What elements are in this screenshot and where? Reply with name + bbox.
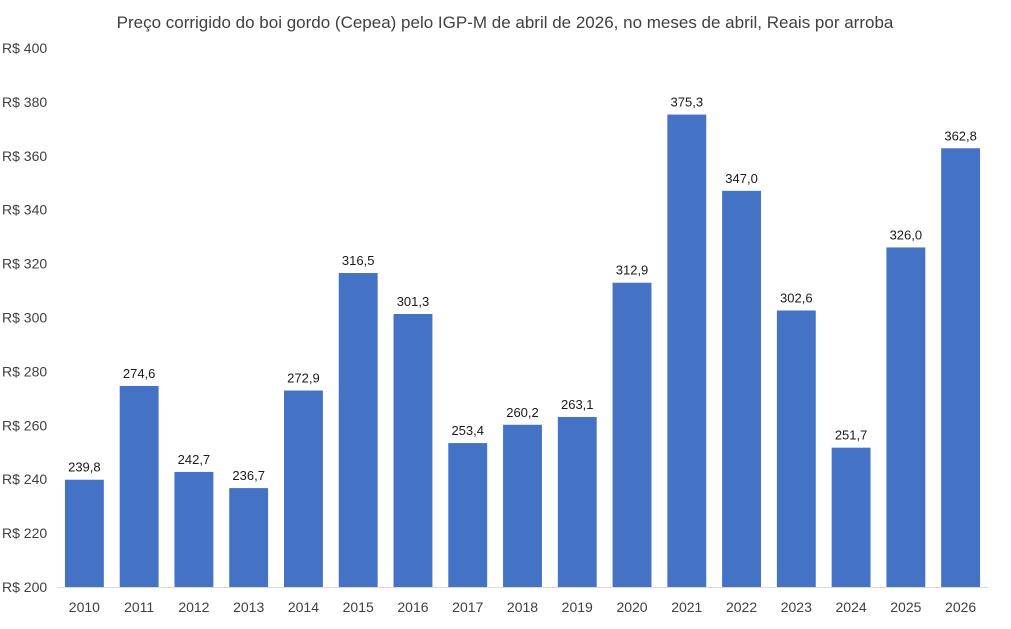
bar-2018	[503, 424, 542, 587]
bar-2015	[338, 273, 378, 587]
data-label: 239,8	[68, 460, 101, 475]
bar-2014	[283, 390, 323, 587]
x-tick-label: 2021	[671, 599, 702, 615]
x-tick-label: 2012	[178, 599, 209, 615]
bar-2019	[557, 416, 597, 587]
x-tick-label: 2025	[890, 599, 921, 615]
x-tick-label: 2015	[343, 599, 374, 615]
data-label: 242,7	[178, 452, 211, 467]
data-label: 263,1	[561, 397, 594, 412]
x-tick-label: 2022	[726, 599, 757, 615]
chart-title: Preço corrigido do boi gordo (Cepea) pel…	[117, 13, 894, 32]
bar-2016	[393, 313, 433, 587]
y-tick-label: R$ 260	[2, 417, 47, 433]
y-tick-label: R$ 340	[2, 202, 47, 218]
bar-2012	[174, 471, 214, 587]
bar-2013	[229, 488, 269, 587]
data-label: 375,3	[671, 95, 704, 110]
bar-2010	[64, 479, 104, 587]
x-tick-label: 2010	[69, 599, 100, 615]
data-label: 272,9	[287, 371, 320, 386]
data-label: 316,5	[342, 253, 375, 268]
bar-2020	[612, 282, 652, 587]
bar-2026	[941, 148, 981, 587]
bar-2022	[722, 190, 762, 587]
y-tick-label: R$ 200	[2, 579, 47, 595]
x-tick-label: 2019	[562, 599, 593, 615]
bar-2023	[776, 310, 816, 587]
x-tick-label: 2013	[233, 599, 264, 615]
bar-2025	[886, 247, 926, 587]
data-label: 274,6	[123, 366, 156, 381]
y-tick-label: R$ 220	[2, 525, 47, 541]
x-tick-label: 2024	[836, 599, 867, 615]
bar-2024	[831, 447, 871, 587]
y-tick-label: R$ 380	[2, 94, 47, 110]
bars-group	[64, 114, 981, 587]
x-axis-ticks: 2010 2011 2012 2013 2014 2015 2016 2017 2018 2019…	[69, 599, 977, 615]
x-tick-label: 2016	[397, 599, 428, 615]
data-label: 301,3	[397, 294, 430, 309]
data-label: 236,7	[232, 468, 265, 483]
x-tick-label: 2017	[452, 599, 483, 615]
y-tick-label: R$ 240	[2, 471, 47, 487]
y-tick-label: R$ 280	[2, 363, 47, 379]
data-label: 326,0	[890, 227, 923, 242]
x-tick-label: 2023	[781, 599, 812, 615]
data-label: 362,8	[944, 128, 977, 143]
y-tick-label: R$ 300	[2, 310, 47, 326]
x-tick-label: 2018	[507, 599, 538, 615]
y-tick-label: R$ 360	[2, 148, 47, 164]
data-label: 251,7	[835, 428, 868, 443]
data-label: 312,9	[616, 263, 649, 278]
y-tick-label: R$ 320	[2, 256, 47, 272]
bar-2021	[667, 114, 707, 587]
data-label: 253,4	[451, 423, 484, 438]
x-tick-label: 2014	[288, 599, 319, 615]
bar-2017	[448, 443, 488, 587]
y-axis-ticks: R$ 200 R$ 220 R$ 240 R$ 260 R$ 280 R$ 300 R$ 3…	[2, 40, 47, 595]
y-tick-label: R$ 400	[2, 40, 47, 56]
x-tick-label: 2011	[124, 599, 154, 615]
x-tick-label: 2026	[945, 599, 976, 615]
data-label: 347,0	[725, 171, 758, 186]
bar-2011	[119, 385, 159, 587]
data-labels-group: 239,8 274,6 242,7 236,7 272,9 316,5 301,3 253,4…	[68, 95, 977, 484]
data-label: 260,2	[506, 405, 539, 420]
data-label: 302,6	[780, 290, 813, 305]
x-tick-label: 2020	[616, 599, 647, 615]
